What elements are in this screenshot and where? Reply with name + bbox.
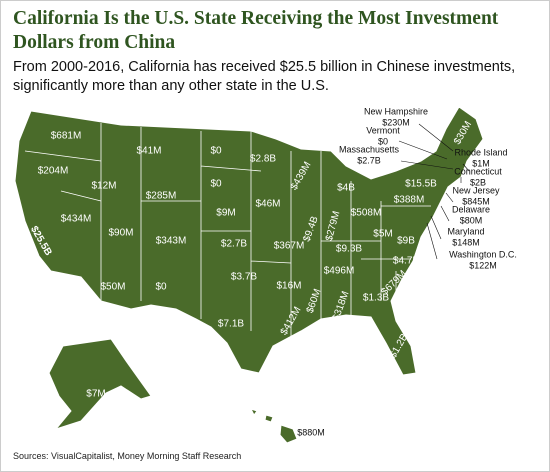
callout-text: $1M	[472, 158, 490, 168]
state-value: $681M	[51, 131, 82, 142]
state-value: $3.7B	[231, 272, 257, 283]
state-value: $5M	[373, 229, 392, 240]
state-value: $4B	[337, 183, 355, 194]
state-value: $9B	[397, 236, 415, 247]
callout-text: Vermont	[366, 125, 400, 135]
state-value: $343M	[156, 236, 187, 247]
callout-lines	[398, 123, 470, 260]
state-value: $434M	[61, 214, 92, 225]
callout-text: $148M	[452, 237, 480, 247]
alaska	[48, 338, 152, 430]
state-value: $90M	[108, 228, 133, 239]
state-value: $4.7B	[393, 256, 419, 267]
state-value: $496M	[324, 266, 355, 277]
state-value: $2.8B	[250, 154, 276, 165]
hawaii	[250, 408, 298, 444]
state-value: $0	[210, 146, 222, 157]
callout-text: $880M	[297, 427, 325, 437]
callout-text: Connecticut	[454, 166, 502, 176]
state-value: $2.7B	[221, 239, 247, 250]
state-value: $15.5B	[405, 179, 437, 190]
state-value: $16M	[276, 281, 301, 292]
state-value: $7M	[86, 389, 105, 400]
state-value: $9.3B	[336, 244, 362, 255]
callout-text: Rhode Island	[454, 147, 507, 157]
callout-text: $80M	[460, 215, 483, 225]
state-value: $9M	[216, 208, 235, 219]
state-value: $285M	[146, 191, 177, 202]
state-value: $41M	[136, 146, 161, 157]
callout-text: $2.7B	[357, 155, 381, 165]
state-value: $0	[155, 282, 167, 293]
state-value: $7.1B	[218, 319, 244, 330]
state-value: $0	[210, 179, 222, 190]
state-value: $367M	[274, 241, 305, 252]
title: California Is the U.S. State Receiving t…	[13, 8, 499, 53]
us-map	[14, 106, 484, 444]
state-value: $388M	[394, 195, 425, 206]
state-value: $1.3B	[363, 293, 389, 304]
callout-text: $2B	[470, 177, 486, 187]
state-value: $508M	[351, 208, 382, 219]
callout-text: New Jersey	[452, 185, 500, 195]
subtitle: From 2000-2016, California has received …	[13, 59, 516, 94]
callout-text: $845M	[462, 196, 490, 206]
callout-text: Washington D.C.	[449, 249, 517, 259]
source: Sources: VisualCapitalist, Money Morning…	[13, 451, 242, 461]
state-value: $46M	[255, 199, 280, 210]
state-value: $50M	[100, 282, 125, 293]
callout-text: Delaware	[452, 204, 490, 214]
callout-text: Massachusetts	[339, 144, 400, 154]
state-value: $204M	[38, 166, 69, 177]
callout-text: $122M	[469, 260, 497, 270]
callout-text: $0	[378, 136, 388, 146]
contiguous-us	[14, 106, 484, 376]
callout-text: Maryland	[447, 226, 484, 236]
state-borders	[24, 123, 431, 341]
callout-text: $230M	[382, 117, 410, 127]
callout-text: New Hampshire	[364, 106, 428, 116]
state-value: $12M	[91, 181, 116, 192]
